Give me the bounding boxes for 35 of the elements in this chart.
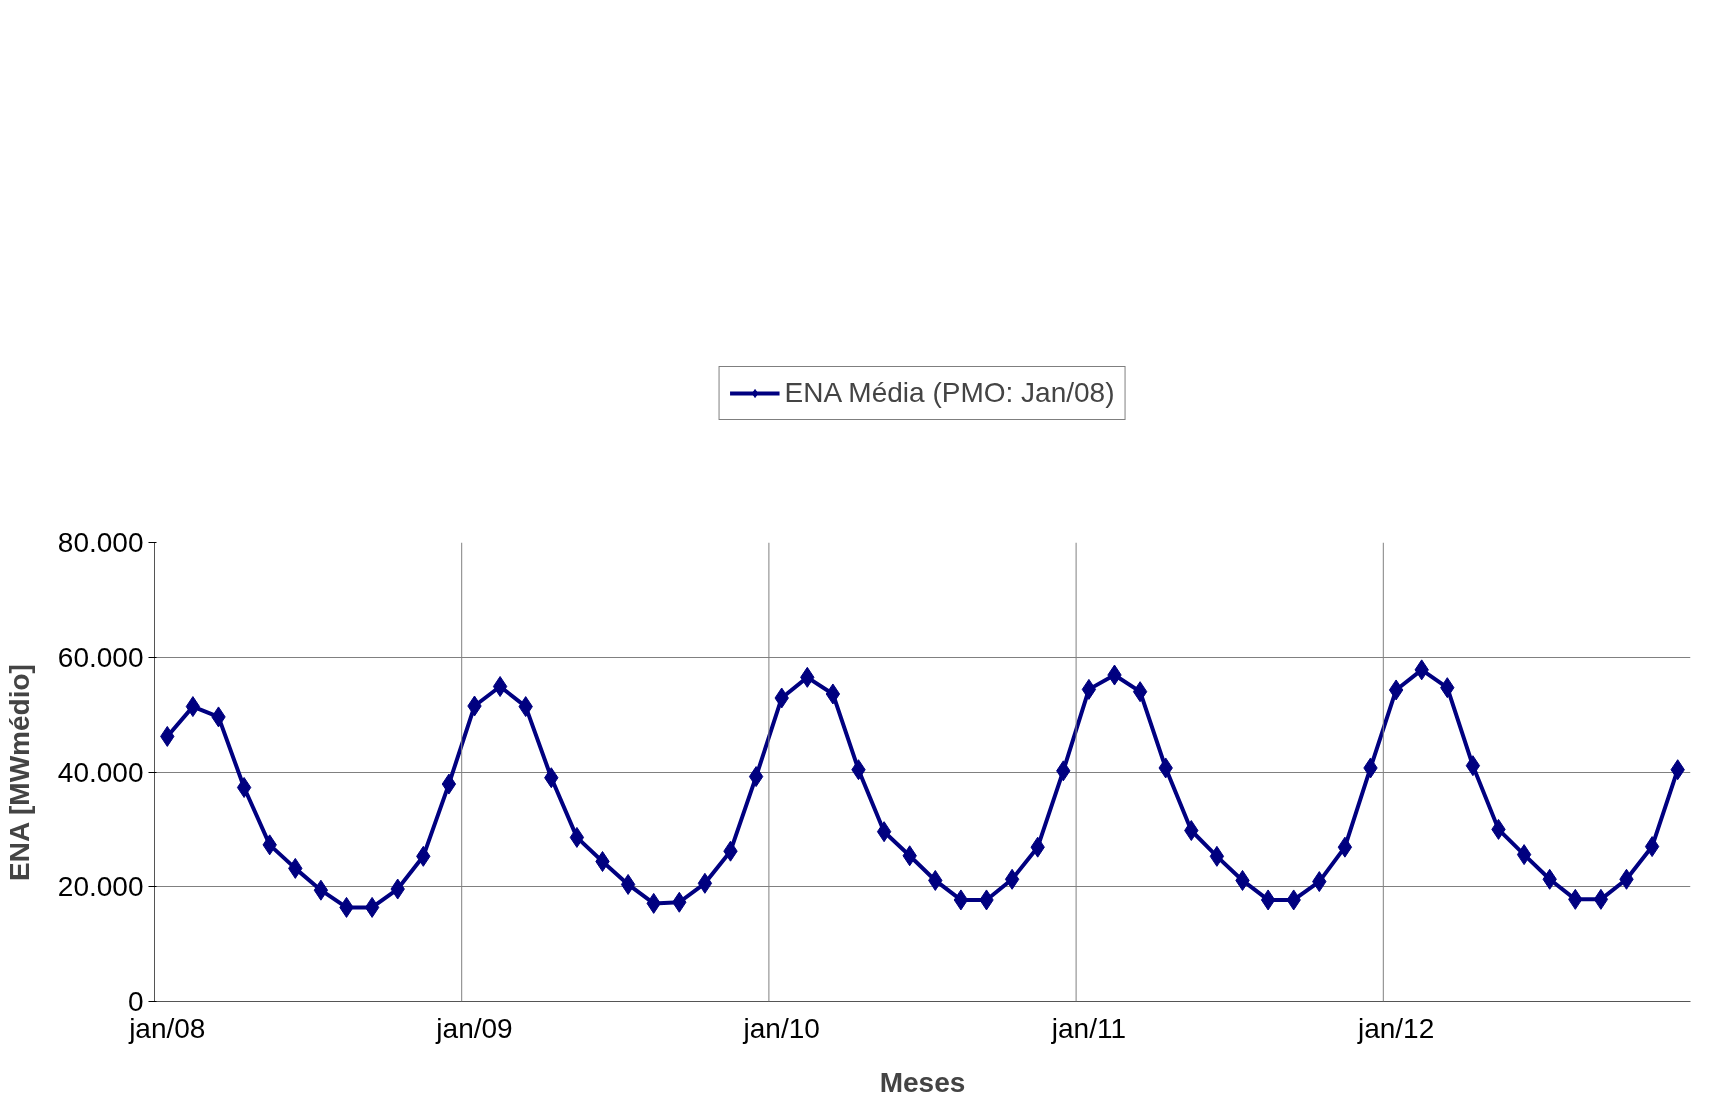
point xyxy=(1132,681,1148,703)
y-axis-title: ENA [MWmédio] xyxy=(3,664,35,881)
point xyxy=(236,776,252,798)
point xyxy=(1516,844,1532,866)
point xyxy=(1337,836,1353,858)
y-tick-label: 20.000 xyxy=(57,871,144,903)
point xyxy=(825,683,841,705)
y-tick-label: 80.000 xyxy=(57,527,144,558)
point xyxy=(1593,888,1609,910)
point xyxy=(1388,679,1404,701)
point xyxy=(1209,845,1225,867)
point xyxy=(492,676,508,698)
point xyxy=(569,826,585,848)
x-tick-label: jan/09 xyxy=(435,1012,513,1044)
point xyxy=(1081,678,1097,700)
x-tick-label: jan/12 xyxy=(1356,1012,1435,1044)
point xyxy=(364,896,380,918)
x-tick-label: jan/11 xyxy=(1050,1012,1127,1044)
point xyxy=(953,889,969,911)
point xyxy=(1004,868,1020,890)
point xyxy=(1465,755,1481,777)
point xyxy=(1644,836,1660,858)
point xyxy=(748,766,764,788)
point xyxy=(313,879,329,901)
x-tick-label: jan/10 xyxy=(742,1012,820,1044)
point xyxy=(876,821,892,843)
x-axis-title: Meses xyxy=(879,1066,966,1098)
point xyxy=(1260,889,1276,911)
point xyxy=(185,696,201,718)
legend-label: ENA Média (PMO: Jan/08) xyxy=(784,377,1115,409)
y-tick-label: 40.000 xyxy=(57,756,144,788)
point xyxy=(441,773,457,795)
point xyxy=(620,873,636,895)
y-tick-label: 60.000 xyxy=(57,641,144,673)
point xyxy=(697,872,713,894)
